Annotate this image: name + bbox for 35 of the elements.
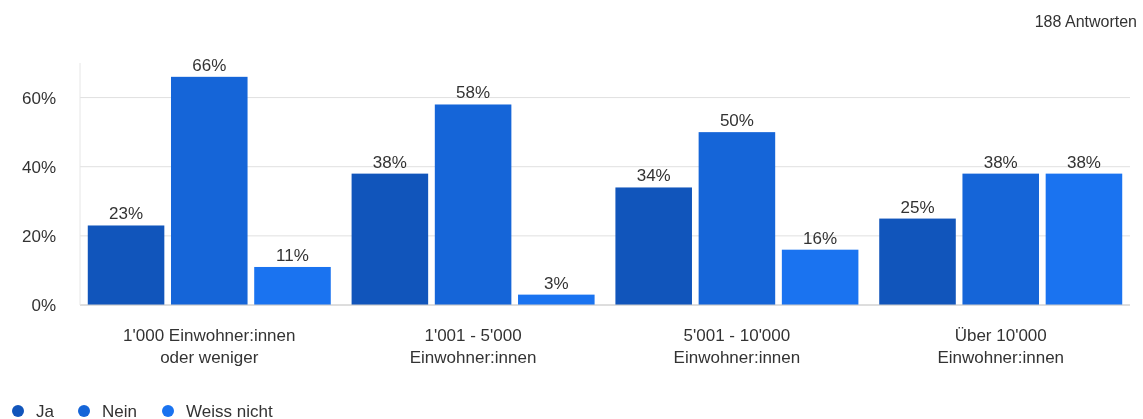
data-label: 16% bbox=[803, 228, 838, 248]
y-tick-label: 20% bbox=[21, 226, 56, 246]
data-label: 58% bbox=[456, 83, 491, 103]
data-label: 34% bbox=[636, 166, 671, 186]
data-label: 23% bbox=[109, 204, 144, 224]
bar bbox=[87, 225, 165, 305]
y-tick-label: 40% bbox=[21, 157, 56, 177]
bar bbox=[254, 266, 331, 305]
y-tick-label: 0% bbox=[31, 296, 56, 315]
data-label: 66% bbox=[192, 55, 227, 75]
x-tick-label: 1'001 - 5'000 Einwohner:innen bbox=[409, 326, 537, 367]
bar bbox=[170, 76, 248, 305]
data-label: 25% bbox=[900, 197, 935, 217]
legend-label: Ja bbox=[36, 402, 55, 419]
bar bbox=[879, 218, 956, 305]
x-tick-label: Über 10'000 Einwohner:innen bbox=[937, 326, 1065, 367]
bar bbox=[351, 173, 429, 305]
legend-label: Nein bbox=[102, 402, 137, 419]
bar bbox=[1045, 173, 1123, 305]
text: 188 Antworten bbox=[1034, 13, 1137, 30]
data-label: 50% bbox=[719, 111, 754, 131]
bar bbox=[615, 187, 692, 305]
data-label: 38% bbox=[1066, 152, 1101, 172]
bar bbox=[781, 249, 859, 305]
data-label: 11% bbox=[276, 245, 309, 265]
data-label: 38% bbox=[372, 152, 407, 172]
x-tick-label: 1'000 Einwohner:innen oder weniger bbox=[123, 326, 296, 367]
data-label: 3% bbox=[544, 273, 569, 293]
bar bbox=[962, 173, 1040, 305]
bar bbox=[434, 104, 512, 305]
bar bbox=[698, 132, 776, 305]
legend-label: Weiss nicht bbox=[186, 402, 273, 419]
y-tick-label: 60% bbox=[21, 88, 56, 108]
data-label: 38% bbox=[983, 152, 1018, 172]
x-tick-label: 5'001 - 10'000 Einwohner:innen bbox=[673, 326, 801, 367]
